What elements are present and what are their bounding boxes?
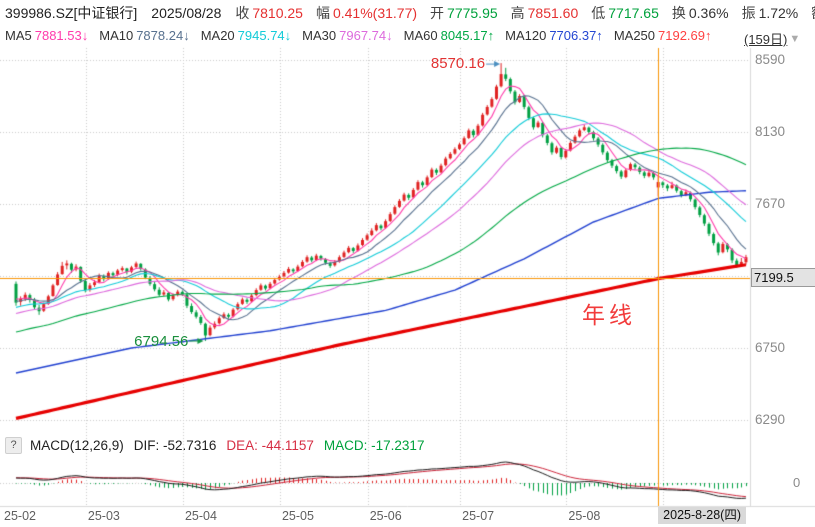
ma-values-bar: MA5 7881.53↓ MA10 7878.24↓ MA20 7945.74↓ MA30 7… (5, 28, 723, 43)
macd-macd-value: MACD: -17.2317 (323, 438, 425, 453)
quote-field-幅: 幅 0.41%(31.77) (316, 5, 417, 21)
price-axis-label: 6290 (755, 412, 786, 427)
date-axis-label: 25-04 (184, 509, 217, 523)
quote-field-换: 换 0.36% (672, 5, 729, 21)
ma-items: MA5 7881.53↓ MA10 7878.24↓ MA20 7945.74↓ MA30 7… (5, 28, 723, 43)
price-axis-label: 7670 (755, 196, 786, 211)
ma-number: 8045.17↑ (440, 28, 495, 43)
quote-field-label: 换 (671, 5, 686, 21)
macd-dea-value: DEA: -44.1157 (226, 438, 314, 453)
quote-field-value: 1.72% (758, 5, 799, 21)
quote-date: 2025/08/28 (151, 5, 222, 21)
help-icon[interactable]: ? (5, 437, 22, 454)
quote-field-value: 0.41%(31.77) (332, 5, 418, 21)
ma-number: 7945.74↓ (237, 28, 292, 43)
ma-label: MA120 (505, 28, 547, 43)
ma-label: MA60 (403, 28, 438, 43)
period-selector[interactable]: (159日) ▼ (744, 29, 800, 48)
price-axis-label: 6750 (755, 340, 786, 355)
ma-label: MA20 (200, 28, 235, 43)
chevron-down-icon[interactable]: ▼ (789, 32, 801, 45)
quote-field-label: 低 (591, 5, 606, 21)
ma-value-MA60: MA60 8045.17↑ (404, 28, 494, 43)
ma-number: 7967.74↓ (339, 28, 393, 43)
ma-value-MA10: MA10 7878.24↓ (99, 28, 189, 43)
macd-header: ? MACD(12,26,9) DIF: -52.7316 DEA: -44.1… (5, 437, 424, 454)
ma-value-MA20: MA20 7945.74↓ (201, 28, 291, 43)
quote-field-高: 高 7851.60 (511, 5, 579, 21)
quote-field-label: 收 (235, 5, 250, 21)
crosshair-date-badge: 2025-8-28(四) (658, 507, 746, 524)
macd-zero-label: 0 (793, 475, 801, 490)
macd-dif-value: DIF: -52.7316 (133, 438, 217, 453)
ma-label: MA5 (5, 28, 32, 43)
ma-value-MA5: MA5 7881.53↓ (5, 28, 88, 43)
quote-field-label: 开 (430, 5, 445, 21)
stock-code-name: 399986.SZ[中证银行] (5, 5, 138, 21)
quote-field-label: 高 (510, 5, 525, 21)
high-price-annotation: 8570.16 (430, 55, 486, 73)
ma-number: 7192.69↑ (658, 28, 712, 43)
ma-value-MA120: MA120 7706.37↑ (505, 28, 603, 43)
ma-number: 7706.37↑ (549, 28, 603, 43)
ma-value-MA30: MA30 7967.74↓ (302, 28, 392, 43)
quote-field-value: 7717.65 (608, 5, 659, 21)
ma-number: 7878.24↓ (136, 28, 190, 43)
quote-field-label: 振 (741, 5, 756, 21)
quote-field-收: 收 7810.25 (235, 5, 303, 21)
date-axis-label: 25-08 (568, 509, 601, 523)
price-axis-label: 8130 (755, 124, 786, 139)
quote-field-value: 7851.60 (527, 5, 579, 21)
quote-field-value: 7775.95 (447, 5, 498, 21)
ma-value-MA250: MA250 7192.69↑ (614, 28, 712, 43)
quote-field-低: 低 7717.65 (591, 5, 659, 21)
period-label[interactable]: (159日) (744, 32, 788, 47)
quote-fields: 收 7810.25 幅 0.41%(31.77) 开 7775.95 高 7851.60 低 77… (235, 3, 815, 23)
quote-header: 399986.SZ[中证银行] 2025/08/28 收 7810.25 幅 0.41… (5, 3, 815, 23)
ma-number: 7881.53↓ (34, 28, 89, 43)
date-axis-label: 25-06 (369, 509, 402, 523)
ma-label: MA30 (302, 28, 337, 43)
quote-field-开: 开 7775.95 (430, 5, 498, 21)
quote-field-振: 振 1.72% (742, 5, 799, 21)
yearline-annotation: 年线 (582, 302, 636, 328)
date-axis-label: 25-05 (281, 509, 314, 523)
date-axis-label: 25-07 (462, 509, 495, 523)
quote-field-额: 额… (811, 5, 815, 21)
low-price-annotation: 6794.56 (134, 333, 189, 351)
ma-label: MA10 (99, 28, 134, 43)
price-axis-label: 8590 (755, 52, 786, 67)
quote-field-value: 0.36% (688, 5, 729, 21)
date-axis-label: 25-03 (87, 509, 120, 523)
quote-field-label: 幅 (315, 5, 330, 21)
date-axis-label: 25-02 (4, 509, 36, 523)
crosshair-price-badge: 7199.5 (751, 268, 815, 287)
ma-label: MA250 (613, 28, 656, 43)
macd-indicator-name[interactable]: MACD(12,26,9) (30, 438, 124, 453)
quote-field-value: 7810.25 (252, 5, 303, 21)
quote-field-label: 额 (811, 5, 815, 21)
